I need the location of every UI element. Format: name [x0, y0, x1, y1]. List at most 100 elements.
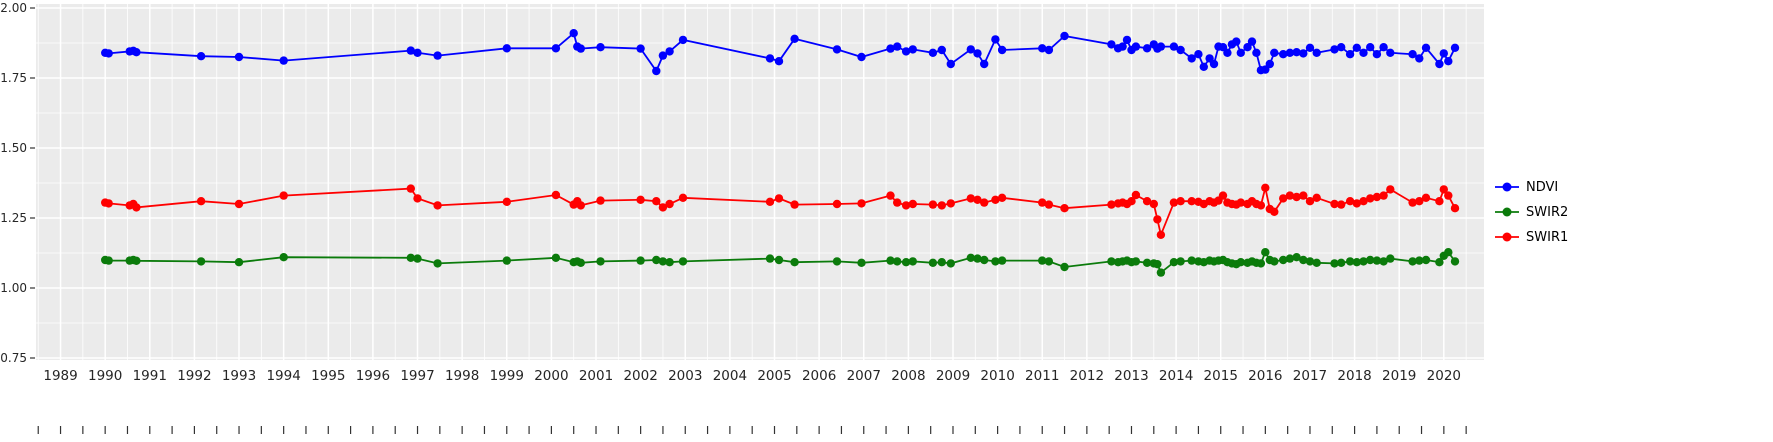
data-point — [1243, 43, 1252, 52]
data-point — [1379, 43, 1388, 52]
data-point — [1386, 185, 1395, 194]
data-point — [1223, 48, 1232, 57]
data-point — [1444, 57, 1453, 66]
data-point — [973, 195, 982, 204]
y-axis-label: 1.25 — [0, 211, 27, 225]
legend-item-SWIR1: SWIR1 — [1494, 228, 1568, 246]
data-point — [1209, 59, 1219, 69]
data-point — [433, 201, 442, 210]
data-point — [1142, 197, 1152, 206]
data-point — [901, 258, 911, 267]
data-point — [1415, 197, 1424, 206]
data-point — [886, 191, 895, 200]
data-point — [1366, 194, 1375, 203]
x-axis-label: 2000 — [534, 368, 568, 384]
data-point — [1345, 197, 1355, 206]
data-point — [1312, 48, 1321, 57]
data-point — [413, 194, 422, 203]
data-point — [551, 253, 561, 262]
data-point — [908, 199, 917, 209]
data-point — [1408, 257, 1417, 266]
data-point — [1218, 191, 1228, 200]
data-point — [790, 34, 799, 43]
y-axis: 0.75 1.00 1.25 1.50 1.75 2.00 — [0, 1, 35, 365]
data-point — [1107, 40, 1116, 49]
data-point — [1247, 37, 1257, 46]
data-point — [893, 198, 902, 207]
x-axis-ticks — [37, 426, 1467, 434]
data-point — [1252, 48, 1261, 57]
data-point — [1292, 253, 1301, 262]
data-point — [765, 197, 775, 206]
data-point — [1359, 257, 1368, 266]
data-point — [1156, 268, 1166, 277]
data-point — [1421, 43, 1431, 52]
data-point — [832, 257, 842, 266]
data-point — [1330, 45, 1339, 54]
data-point — [1359, 48, 1368, 57]
data-point — [937, 258, 946, 267]
data-point — [1285, 254, 1295, 263]
data-point — [1270, 257, 1279, 266]
data-point — [1435, 197, 1444, 206]
data-point — [966, 194, 975, 203]
data-point — [774, 194, 784, 203]
data-point — [196, 52, 206, 61]
data-point — [1299, 49, 1308, 58]
data-point — [1265, 59, 1275, 69]
data-point — [1330, 259, 1339, 268]
data-point — [678, 35, 688, 45]
data-point — [1169, 42, 1179, 51]
data-point — [1176, 257, 1185, 266]
data-point — [908, 45, 917, 54]
data-point — [104, 199, 113, 208]
data-point — [1194, 50, 1203, 59]
data-point — [636, 256, 645, 265]
data-point — [1312, 258, 1321, 267]
data-point — [665, 258, 674, 267]
data-point — [1352, 43, 1362, 52]
x-axis-label: 2017 — [1293, 368, 1327, 384]
data-point — [636, 44, 645, 53]
y-axis-label: 1.75 — [0, 71, 27, 85]
data-point — [980, 255, 989, 265]
x-axis-label: 1993 — [222, 368, 256, 384]
data-point — [406, 253, 415, 262]
grid-major — [36, 4, 1484, 360]
data-point — [980, 59, 989, 69]
data-point — [1292, 48, 1301, 57]
data-point — [1299, 191, 1308, 200]
data-point — [234, 199, 244, 209]
data-point — [596, 196, 605, 205]
data-point — [1169, 258, 1179, 267]
data-point — [406, 184, 415, 193]
data-point — [652, 66, 661, 76]
x-axis-label: 2009 — [936, 368, 970, 384]
data-point — [596, 43, 605, 52]
data-point — [1305, 257, 1315, 266]
x-axis-label: 2012 — [1070, 368, 1104, 384]
data-point — [104, 49, 113, 58]
data-point — [1305, 43, 1315, 52]
data-point — [1044, 257, 1054, 266]
data-point — [1312, 193, 1321, 202]
x-axis-label: 1997 — [400, 368, 434, 384]
data-point — [1366, 255, 1375, 265]
data-point — [1236, 198, 1246, 207]
data-point — [893, 42, 902, 51]
data-point — [973, 254, 982, 263]
data-point — [1256, 259, 1266, 268]
data-point — [413, 48, 422, 57]
data-point — [576, 258, 585, 267]
data-point — [1060, 204, 1069, 213]
data-point — [502, 44, 511, 53]
data-point — [928, 48, 938, 57]
data-point — [1232, 37, 1241, 46]
data-point — [857, 52, 866, 62]
data-point — [997, 256, 1007, 265]
data-point — [1359, 197, 1368, 206]
data-point — [1279, 255, 1288, 265]
grid-minor — [36, 4, 1484, 360]
data-point — [1153, 260, 1162, 269]
